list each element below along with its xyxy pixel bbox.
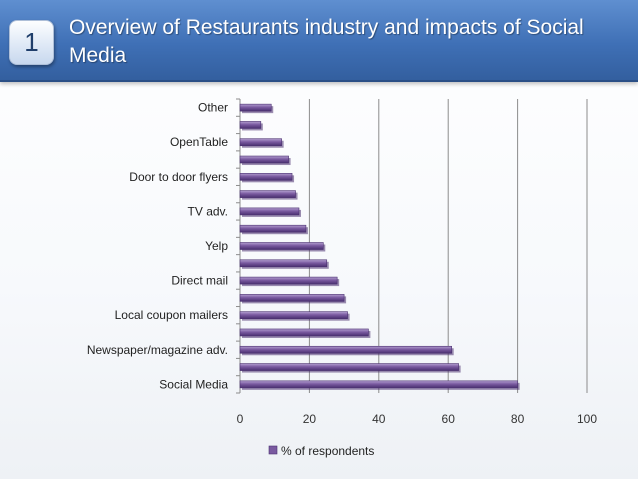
bar [239,294,345,302]
category-label: Door to door flyers [129,170,228,184]
bar [239,224,307,233]
category-label: Local coupon mailers [115,308,228,322]
x-tick-label: 80 [511,412,525,426]
bar [239,363,459,371]
bar [239,190,296,198]
bar [239,259,328,268]
bar [239,138,282,147]
x-tick-label: 20 [303,412,317,426]
category-label: TV adv. [188,204,228,218]
category-label: Newspaper/magazine adv. [87,343,228,357]
x-tick-label: 60 [442,412,456,426]
bar [239,242,324,250]
x-tick-label: 100 [577,412,597,426]
bar [239,121,262,129]
x-tick-label: 0 [237,412,244,426]
bar [239,380,518,389]
slide-title: Overview of Restaurants industry and imp… [69,16,584,67]
bar [239,155,289,164]
legend-label: % of respondents [281,444,374,458]
category-label: Yelp [205,239,228,253]
bar [239,345,452,354]
bar [239,311,348,319]
bar [239,103,272,112]
category-label: Other [198,101,228,115]
category-label: Direct mail [171,274,228,288]
bar [239,207,300,216]
slide-number-badge: 1 [9,20,54,65]
bar [239,173,293,181]
slide-header [0,0,638,82]
bar [239,276,338,285]
x-tick-label: 40 [372,412,386,426]
category-label: Social Media [159,377,228,391]
bar [239,328,369,337]
category-label: OpenTable [170,135,228,149]
legend-swatch [268,445,278,455]
